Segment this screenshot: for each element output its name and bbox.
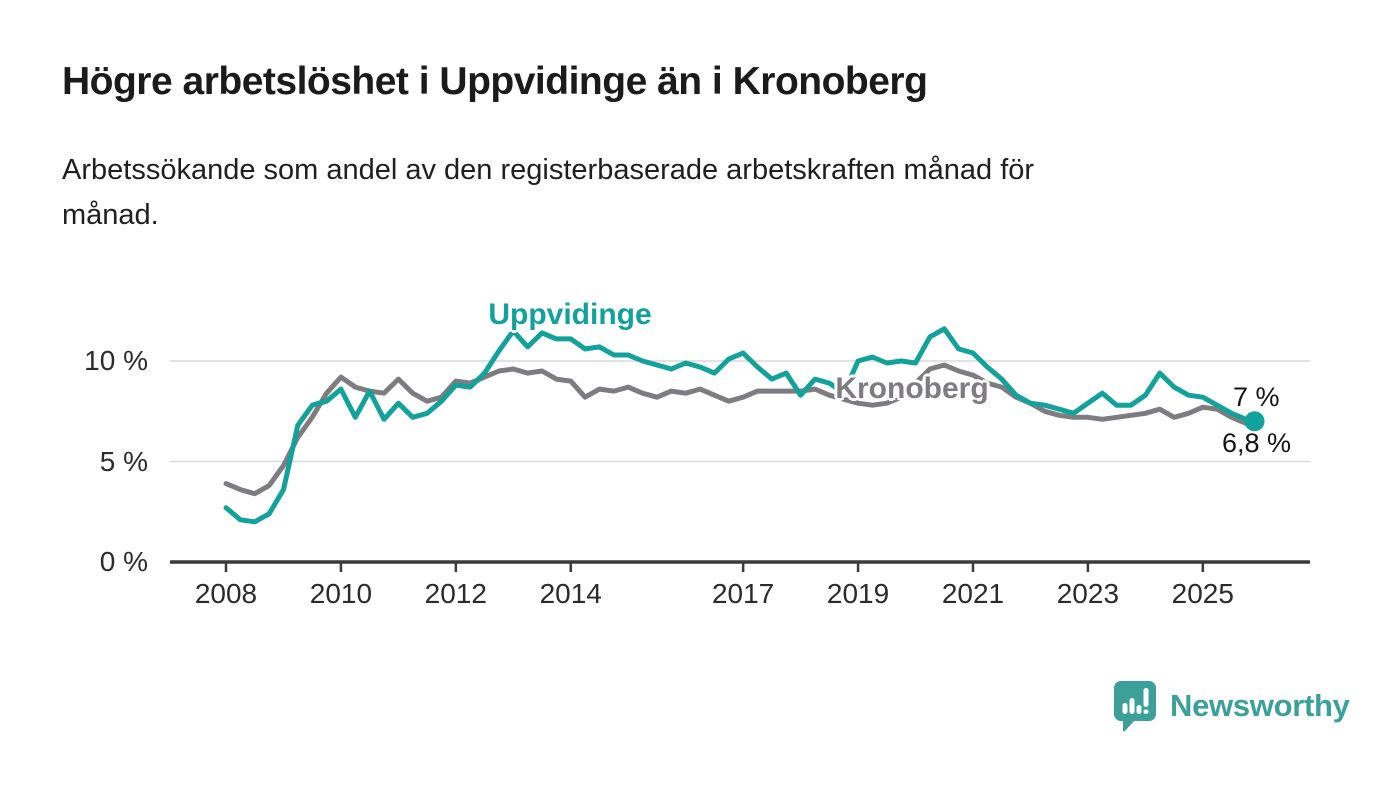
x-tick-label: 2008 bbox=[194, 578, 258, 609]
latest-value-label-uppvidinge: 7 % bbox=[1233, 382, 1280, 412]
series-label-kronoberg: Kronoberg bbox=[835, 372, 989, 405]
page-title: Högre arbetslöshet i Uppvidinge än i Kro… bbox=[62, 60, 928, 103]
series-label-uppvidinge: Uppvidinge bbox=[488, 298, 652, 331]
x-tick-label: 2021 bbox=[941, 578, 1005, 609]
x-tick-label: 2019 bbox=[826, 578, 890, 609]
latest-value-label-kronoberg: 6,8 % bbox=[1222, 428, 1292, 458]
newsworthy-brand-text: Newsworthy bbox=[1170, 688, 1350, 723]
x-tick-label: 2023 bbox=[1056, 578, 1120, 609]
y-tick-label: 5 % bbox=[99, 445, 148, 477]
x-tick-label: 2010 bbox=[309, 578, 373, 609]
x-tick-label: 2014 bbox=[539, 578, 602, 609]
series-line-uppvidinge bbox=[223, 326, 1257, 525]
bar-chart-speech-bubble-icon bbox=[1114, 681, 1156, 732]
y-tick-label: 10 % bbox=[84, 345, 148, 376]
page-subtitle: Arbetssökande som andel av den registerb… bbox=[62, 154, 1035, 231]
y-tick-label: 0 % bbox=[99, 546, 148, 577]
newsworthy-logo: Newsworthy bbox=[1113, 680, 1350, 732]
series-line-kronoberg bbox=[223, 362, 1257, 497]
x-tick-label: 2025 bbox=[1171, 578, 1234, 609]
x-tick-label: 2012 bbox=[424, 578, 487, 609]
x-tick-label: 2017 bbox=[711, 578, 775, 609]
latest-point-dot bbox=[1244, 411, 1265, 432]
